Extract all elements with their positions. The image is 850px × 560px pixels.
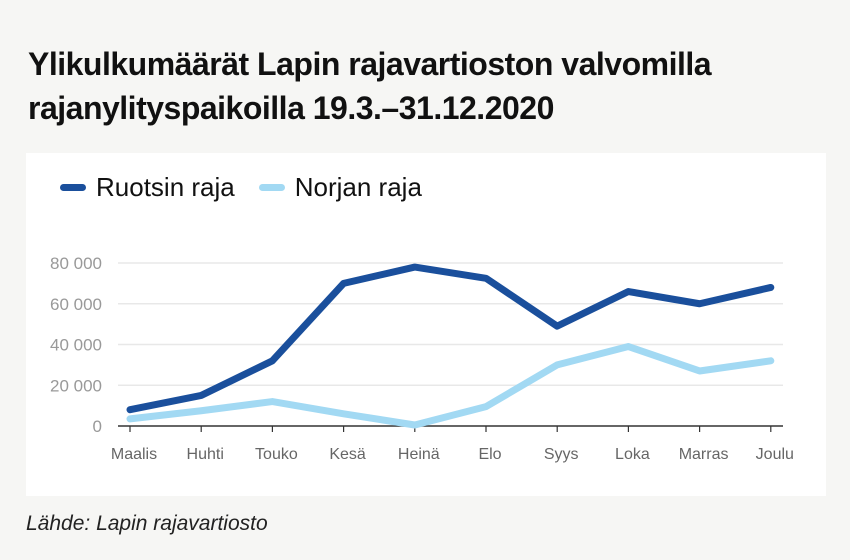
legend: Ruotsin raja Norjan raja	[60, 172, 422, 203]
series-line	[126, 263, 775, 414]
legend-swatch	[258, 184, 285, 191]
chart-title: Ylikulkumäärät Lapin rajavartioston valv…	[28, 46, 712, 126]
y-tick-label: 60 000	[50, 295, 102, 314]
x-tick-label: Elo	[478, 446, 501, 463]
source-note: Lähde: Lapin rajavartiosto	[26, 512, 268, 535]
y-tick-label: 80 000	[50, 254, 102, 273]
x-tick-label: Huhti	[187, 446, 224, 463]
y-tick-label: 40 000	[50, 336, 102, 355]
x-tick-label: Marras	[679, 446, 729, 463]
y-tick-label: 20 000	[50, 376, 102, 395]
x-tick-label: Maalis	[111, 446, 157, 463]
x-tick-label: Syys	[544, 446, 579, 463]
legend-label: Ruotsin raja	[96, 172, 235, 202]
legend-item-norja: Norjan raja	[258, 172, 422, 203]
x-tick-label: Joulu	[756, 446, 794, 463]
x-tick-label: Loka	[615, 446, 650, 463]
legend-swatch	[60, 184, 86, 191]
x-tick-label: Touko	[255, 446, 298, 463]
legend-item-ruotsi: Ruotsin raja	[60, 172, 235, 203]
legend-label: Norjan raja	[294, 172, 422, 202]
x-tick-label: Kesä	[329, 446, 366, 463]
y-tick-label: 0	[93, 417, 102, 436]
series-line	[126, 343, 775, 429]
chart-card	[26, 153, 826, 496]
x-tick-label: Heinä	[398, 446, 440, 463]
